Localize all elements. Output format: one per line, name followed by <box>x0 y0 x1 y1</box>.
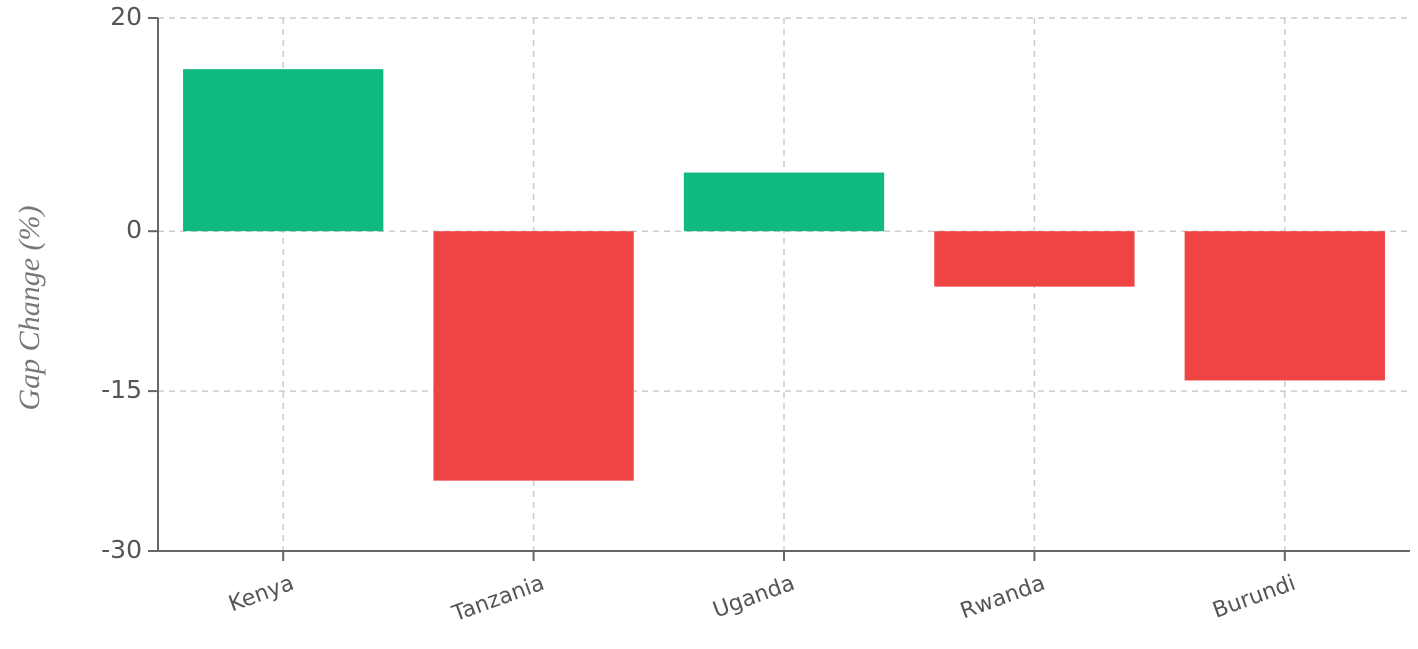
y-tick-label: 0 <box>126 215 142 244</box>
bar <box>183 69 384 232</box>
y-tick-label: -15 <box>101 375 142 404</box>
bar <box>934 231 1135 287</box>
x-tick-label: Burundi <box>1209 571 1298 624</box>
x-tick-label: Rwanda <box>957 571 1048 625</box>
bar <box>683 172 885 232</box>
y-tick-label: -30 <box>101 535 142 564</box>
x-tick-label: Kenya <box>226 571 298 618</box>
x-tick-label: Tanzania <box>448 571 548 628</box>
x-tick-label: Uganda <box>710 571 798 624</box>
bar <box>1184 231 1385 381</box>
y-tick-label: 20 <box>110 2 142 31</box>
bar <box>433 231 634 481</box>
y-axis-title: Gap Change (%) <box>13 206 46 411</box>
